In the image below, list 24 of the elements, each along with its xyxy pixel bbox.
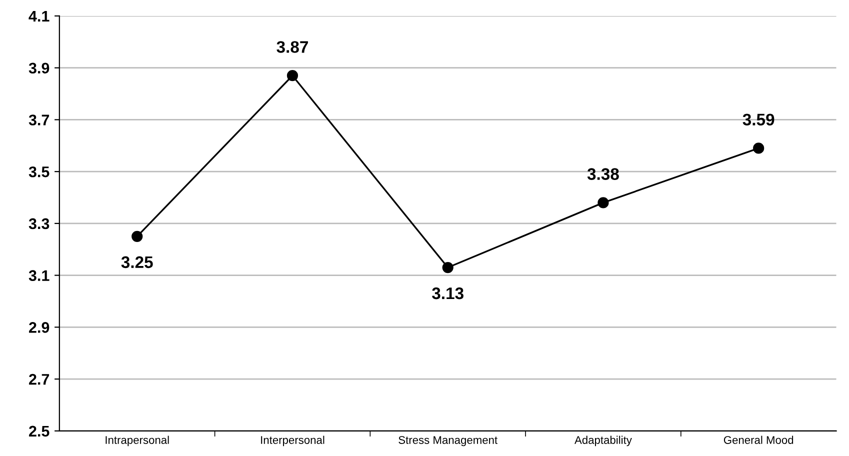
data-label: 3.59 <box>742 114 774 126</box>
point <box>753 142 764 154</box>
y-tick-label: 3.1 <box>28 270 50 282</box>
data-label: 3.25 <box>121 256 153 268</box>
point <box>286 70 298 82</box>
x-tick-label: Stress Management <box>398 436 498 446</box>
y-tick-label: 2.7 <box>29 374 50 385</box>
data-label: 3.87 <box>276 41 308 53</box>
x-tick-label: Interpersonal <box>261 436 324 446</box>
y-tick-label: 3.3 <box>28 218 50 230</box>
y-tick-label: 3.5 <box>28 166 50 178</box>
y-tick-label: 2.9 <box>29 322 50 333</box>
point <box>598 197 609 208</box>
data-label: 3.13 <box>432 287 464 300</box>
y-tick-label: 2.5 <box>29 426 50 437</box>
data-label: 3.38 <box>587 168 619 180</box>
x-tick-label: General Mood <box>724 436 794 444</box>
point <box>442 262 454 274</box>
y-tick-label: 3.7 <box>28 114 50 126</box>
y-tick-label: 4.1 <box>28 10 50 22</box>
x-tick-label: Intrapersonal <box>106 436 169 446</box>
y-tick-label: 3.9 <box>28 62 50 74</box>
x-tick-label: Adaptability <box>574 436 632 446</box>
point <box>132 230 143 242</box>
